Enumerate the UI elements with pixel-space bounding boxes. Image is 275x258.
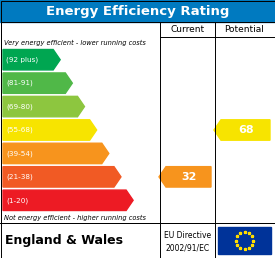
Text: (81-91): (81-91) bbox=[6, 80, 33, 86]
Text: EU Directive: EU Directive bbox=[164, 231, 211, 240]
Text: Not energy efficient - higher running costs: Not energy efficient - higher running co… bbox=[4, 214, 146, 221]
Text: (1-20): (1-20) bbox=[6, 197, 28, 204]
Text: (69-80): (69-80) bbox=[6, 103, 33, 110]
Polygon shape bbox=[3, 190, 133, 211]
Bar bbox=[0, 223, 275, 258]
Polygon shape bbox=[3, 73, 72, 93]
Polygon shape bbox=[3, 96, 84, 117]
Polygon shape bbox=[3, 50, 60, 70]
Polygon shape bbox=[3, 167, 121, 187]
Polygon shape bbox=[214, 120, 270, 140]
Text: Potential: Potential bbox=[225, 25, 265, 34]
Text: (55-68): (55-68) bbox=[6, 127, 33, 133]
Text: England & Wales: England & Wales bbox=[5, 234, 123, 247]
Text: B: B bbox=[73, 78, 82, 88]
Text: (21-38): (21-38) bbox=[6, 174, 33, 180]
Text: E: E bbox=[110, 148, 117, 158]
Text: 32: 32 bbox=[182, 172, 197, 182]
Polygon shape bbox=[3, 120, 97, 140]
Text: G: G bbox=[134, 195, 143, 205]
Text: 68: 68 bbox=[239, 125, 254, 135]
Bar bbox=[0, 0, 275, 22]
Bar bbox=[1, 22, 274, 223]
Text: (92 plus): (92 plus) bbox=[6, 57, 38, 63]
Text: F: F bbox=[122, 172, 130, 182]
Text: C: C bbox=[86, 102, 94, 111]
Text: 2002/91/EC: 2002/91/EC bbox=[166, 244, 210, 253]
Text: A: A bbox=[61, 55, 70, 65]
Text: D: D bbox=[98, 125, 107, 135]
Text: Very energy efficient - lower running costs: Very energy efficient - lower running co… bbox=[4, 39, 146, 46]
Polygon shape bbox=[159, 167, 211, 187]
Polygon shape bbox=[3, 143, 109, 164]
Text: (39-54): (39-54) bbox=[6, 150, 33, 157]
Bar bbox=[218, 227, 271, 254]
Text: Current: Current bbox=[170, 25, 205, 34]
Text: Energy Efficiency Rating: Energy Efficiency Rating bbox=[46, 4, 229, 18]
